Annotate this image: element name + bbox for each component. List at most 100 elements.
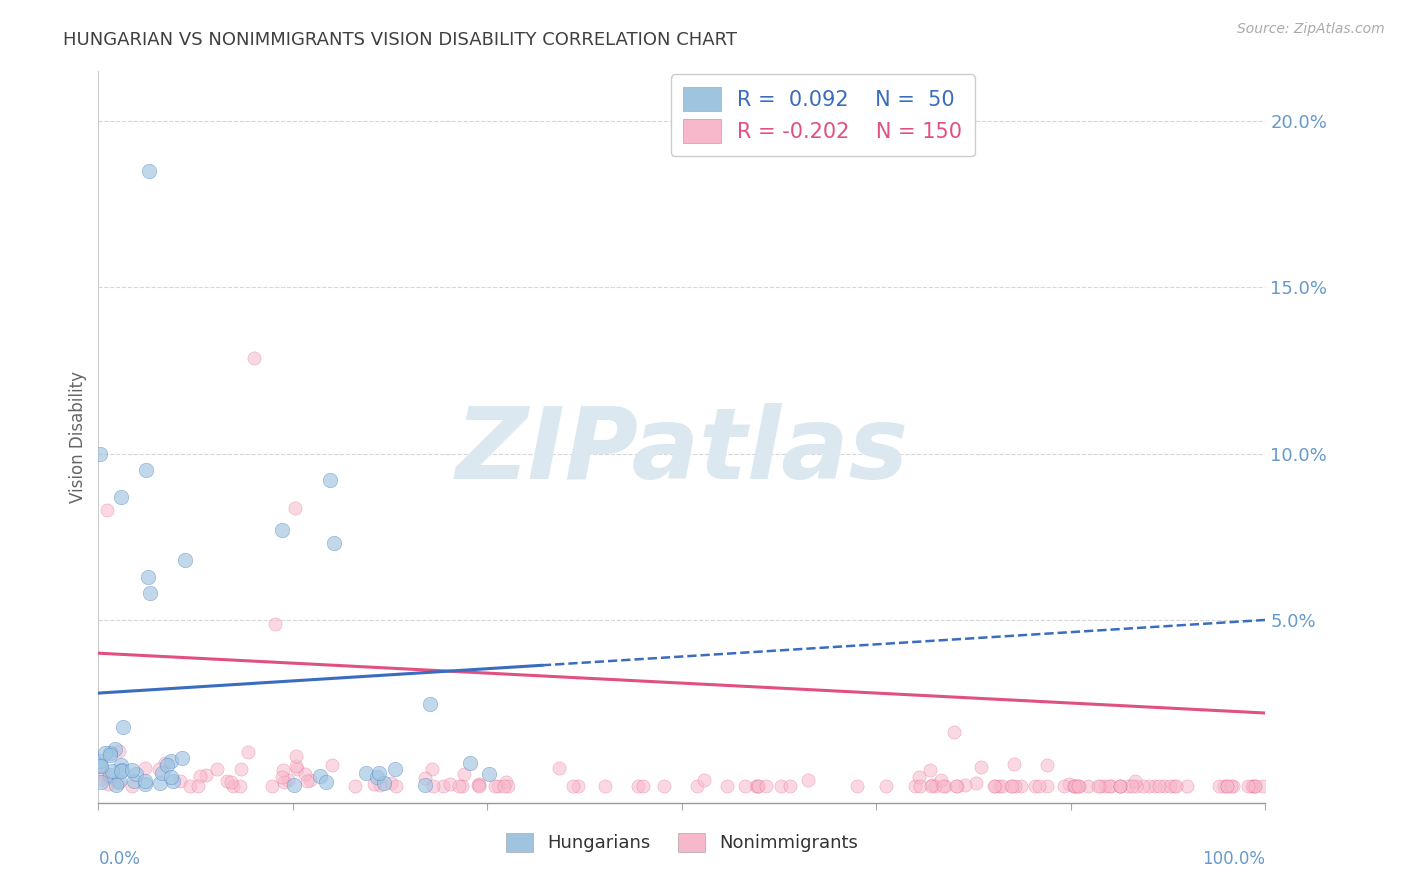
Point (419, 697, 441, 711)
Point (283, 778, 305, 792)
Point (970, 760, 993, 774)
Point (1036, 758, 1059, 772)
Point (747, 779, 769, 793)
Point (91, 765, 114, 780)
Point (321, 758, 343, 772)
Point (121, 763, 143, 777)
Point (875, 779, 897, 793)
Point (98, 746, 121, 760)
Point (148, 762, 170, 776)
Point (273, 763, 295, 777)
Point (1159, 779, 1181, 793)
Point (1213, 779, 1236, 793)
Point (134, 773, 156, 788)
Point (231, 762, 253, 776)
Point (904, 779, 927, 793)
Point (89, 447, 111, 461)
Point (652, 779, 675, 793)
Point (263, 617, 285, 632)
Point (174, 553, 197, 567)
Point (153, 756, 176, 771)
Point (769, 779, 792, 793)
Point (98, 770, 121, 784)
Point (285, 762, 308, 776)
Point (1002, 756, 1025, 771)
Point (94, 746, 117, 760)
Point (1241, 779, 1264, 793)
Point (139, 586, 162, 600)
Point (744, 779, 766, 793)
Point (1163, 779, 1185, 793)
Point (188, 769, 211, 783)
Point (943, 725, 966, 739)
Point (439, 776, 461, 790)
Point (89, 754, 111, 768)
Point (946, 779, 969, 793)
Point (1028, 779, 1050, 793)
Point (384, 762, 406, 776)
Point (422, 779, 444, 793)
Point (955, 778, 977, 792)
Point (179, 779, 201, 793)
Point (367, 765, 389, 780)
Point (1099, 779, 1122, 793)
Point (908, 770, 931, 784)
Point (1066, 779, 1088, 793)
Point (1035, 779, 1057, 793)
Point (90, 772, 112, 787)
Point (747, 779, 769, 793)
Point (1216, 779, 1239, 793)
Point (104, 778, 127, 792)
Y-axis label: Vision Disability: Vision Disability (69, 371, 87, 503)
Point (187, 779, 209, 793)
Point (1241, 779, 1264, 793)
Point (111, 763, 134, 777)
Point (124, 774, 146, 789)
Point (110, 490, 132, 504)
Point (548, 761, 571, 775)
Point (468, 779, 491, 793)
Point (734, 779, 756, 793)
Point (920, 763, 942, 777)
Point (363, 777, 385, 791)
Point (243, 351, 266, 365)
Point (1123, 774, 1146, 789)
Point (169, 774, 191, 789)
Point (156, 757, 179, 772)
Point (458, 756, 481, 771)
Point (1219, 779, 1241, 793)
Point (1251, 779, 1274, 793)
Text: HUNGARIAN VS NONIMMIGRANTS VISION DISABILITY CORRELATION CHART: HUNGARIAN VS NONIMMIGRANTS VISION DISABI… (63, 31, 737, 49)
Point (90, 774, 112, 789)
Point (908, 779, 931, 793)
Point (215, 774, 238, 789)
Point (1001, 779, 1024, 793)
Point (384, 779, 406, 793)
Point (89, 758, 111, 772)
Point (125, 767, 148, 781)
Point (136, 570, 159, 584)
Point (295, 774, 318, 789)
Point (90, 758, 112, 772)
Point (1121, 779, 1143, 793)
Point (779, 779, 801, 793)
Point (432, 779, 454, 793)
Point (138, 164, 160, 178)
Point (1098, 779, 1121, 793)
Point (194, 768, 217, 782)
Point (486, 779, 509, 793)
Point (1087, 779, 1109, 793)
Point (593, 779, 616, 793)
Point (562, 779, 585, 793)
Point (315, 775, 337, 789)
Point (965, 776, 987, 790)
Point (413, 771, 436, 785)
Point (277, 772, 299, 787)
Point (368, 778, 391, 792)
Point (104, 742, 127, 756)
Point (415, 778, 437, 792)
Point (447, 779, 470, 793)
Point (121, 779, 143, 793)
Point (1094, 779, 1116, 793)
Point (1000, 779, 1022, 793)
